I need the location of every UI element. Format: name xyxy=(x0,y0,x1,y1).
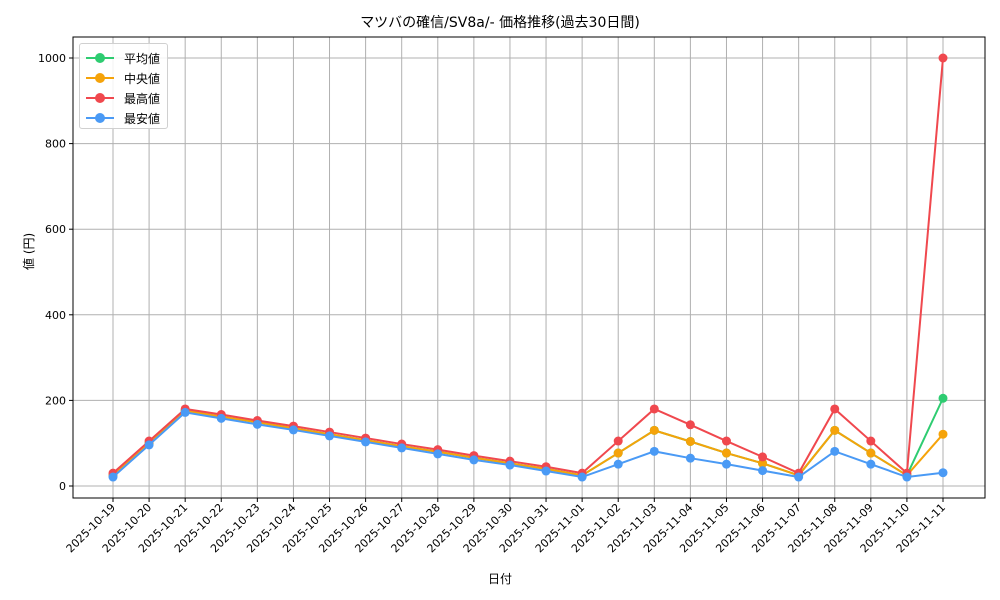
data-point xyxy=(325,431,335,441)
data-point xyxy=(938,429,948,439)
x-axis-label: 日付 xyxy=(487,572,512,586)
data-point xyxy=(288,425,298,435)
data-point xyxy=(830,446,840,456)
data-point xyxy=(938,468,948,478)
data-point xyxy=(758,452,768,462)
legend-marker-icon xyxy=(86,73,114,83)
data-point xyxy=(108,472,118,482)
data-point xyxy=(938,393,948,403)
y-axis-label: 値 (円) xyxy=(22,232,36,270)
data-point xyxy=(613,448,623,458)
axes xyxy=(69,36,986,502)
data-point xyxy=(721,436,731,446)
data-point xyxy=(758,458,768,468)
legend-item: 中央値 xyxy=(86,68,161,88)
data-point xyxy=(397,443,407,453)
data-point xyxy=(433,449,443,459)
data-point xyxy=(938,53,948,63)
data-point xyxy=(866,448,876,458)
data-point xyxy=(252,419,262,429)
legend-label: 平均値 xyxy=(124,51,161,66)
data-point xyxy=(505,460,515,470)
chart-title: マツバの確信/SV8a/- 価格推移(過去30日間) xyxy=(360,15,640,31)
y-tick-label: 600 xyxy=(45,223,66,236)
data-point xyxy=(649,446,659,456)
data-point xyxy=(649,425,659,435)
legend: 平均値中央値最高値最安値 xyxy=(79,43,168,129)
data-point xyxy=(361,437,371,447)
legend-item: 最安値 xyxy=(86,108,161,128)
y-tick-label: 1000 xyxy=(38,52,66,65)
data-point xyxy=(613,436,623,446)
data-point xyxy=(649,404,659,414)
data-point xyxy=(902,472,912,482)
data-point xyxy=(180,407,190,417)
y-tick-label: 0 xyxy=(59,480,66,493)
y-tick-label: 800 xyxy=(45,138,66,151)
data-point xyxy=(685,420,695,430)
data-point xyxy=(721,448,731,458)
legend-label: 中央値 xyxy=(124,71,161,86)
series-3 xyxy=(108,407,948,482)
data-point xyxy=(469,455,479,465)
data-point xyxy=(685,453,695,463)
tick-labels: 2025-10-192025-10-202025-10-212025-10-22… xyxy=(38,52,948,555)
grid-lines xyxy=(73,37,985,498)
data-point xyxy=(216,413,226,423)
legend-marker-icon xyxy=(86,113,114,123)
plot-frame xyxy=(72,36,986,499)
legend-marker-icon xyxy=(86,93,114,103)
data-point xyxy=(613,459,623,469)
data-point xyxy=(685,436,695,446)
legend-label: 最安値 xyxy=(124,111,161,126)
y-tick-label: 200 xyxy=(45,394,66,407)
data-point xyxy=(758,466,768,476)
y-tick-label: 400 xyxy=(45,309,66,322)
data-point xyxy=(830,425,840,435)
data-point xyxy=(577,472,587,482)
data-point xyxy=(866,459,876,469)
data-point xyxy=(144,440,154,450)
legend-label: 最高値 xyxy=(124,91,161,106)
legend-item: 最高値 xyxy=(86,88,161,108)
data-point xyxy=(721,459,731,469)
series-layer xyxy=(108,53,948,482)
legend-item: 平均値 xyxy=(86,48,161,68)
data-point xyxy=(541,466,551,476)
legend-marker-icon xyxy=(86,53,114,63)
data-point xyxy=(794,472,804,482)
data-point xyxy=(866,436,876,446)
series-2 xyxy=(108,53,948,478)
data-point xyxy=(830,404,840,414)
